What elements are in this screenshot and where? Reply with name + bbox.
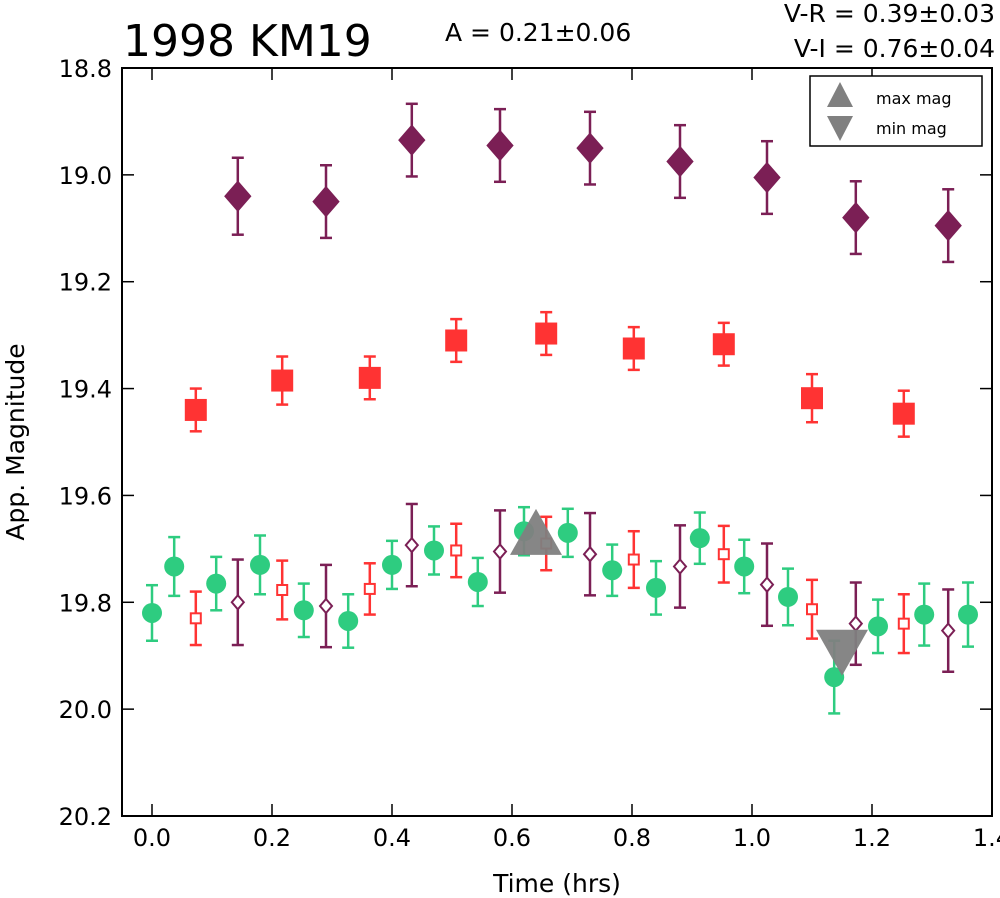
data-point: [627, 553, 640, 566]
data-point: [892, 402, 915, 425]
data-point: [404, 536, 420, 554]
data-point: [271, 369, 294, 392]
series-circle-filled: [142, 505, 978, 715]
data-point: [759, 576, 775, 594]
data-point: [184, 398, 207, 421]
data-point: [358, 366, 381, 389]
data-point: [230, 593, 246, 611]
data-point: [576, 132, 604, 164]
x-axis-label: Time (hrs): [492, 869, 621, 898]
data-point: [276, 583, 289, 596]
data-point: [602, 560, 623, 581]
data-point: [557, 522, 578, 543]
y-tick-label: 18.8: [59, 55, 112, 83]
series-square-filled: [184, 310, 915, 438]
y-tick-label: 20.2: [59, 803, 112, 831]
v-i-annotation: V-I = 0.76±0.04: [794, 34, 995, 63]
v-r-annotation: V-R = 0.39±0.03: [784, 0, 995, 28]
data-point: [398, 124, 426, 156]
y-axis-label: App. Magnitude: [1, 343, 30, 540]
data-point: [382, 554, 402, 575]
x-tick-label: 1.0: [733, 824, 771, 852]
data-point: [940, 622, 956, 640]
legend-label: min mag: [876, 119, 947, 138]
data-point: [712, 333, 735, 356]
x-tick-label: 0.6: [493, 824, 531, 852]
plot-area: [142, 102, 978, 715]
data-point: [363, 582, 376, 595]
data-point: [934, 209, 962, 242]
data-point: [224, 180, 252, 212]
y-tick-label: 19.8: [59, 589, 112, 617]
data-point: [312, 185, 340, 218]
max-mag-marker: [510, 508, 562, 555]
data-point: [293, 600, 314, 621]
data-point: [666, 145, 694, 178]
x-tick-label: 0.8: [613, 824, 651, 852]
plot-frame: [121, 67, 993, 817]
data-point: [806, 603, 818, 616]
data-point: [897, 617, 910, 630]
data-point: [467, 571, 488, 592]
data-point: [868, 616, 888, 637]
data-point: [646, 577, 666, 598]
data-point: [582, 545, 598, 563]
data-point: [424, 540, 444, 561]
series-diamond-filled: [224, 102, 962, 264]
data-point: [824, 667, 845, 688]
data-point: [486, 129, 514, 162]
data-point: [622, 337, 645, 360]
data-point: [848, 615, 864, 633]
y-tick-label: 19.4: [59, 376, 112, 404]
data-point: [842, 201, 870, 234]
data-point: [734, 556, 755, 577]
data-point: [338, 610, 359, 631]
data-point: [189, 612, 202, 625]
data-point: [778, 586, 798, 607]
series-diamond-open: [230, 502, 956, 673]
data-point: [318, 597, 334, 615]
chart-title: 1998 KM19: [123, 16, 372, 67]
data-point: [689, 528, 710, 549]
x-tick-label: 1.4: [973, 824, 1000, 852]
x-tick-label: 1.2: [853, 824, 891, 852]
axes: 0.0 0.2 0.4 0.6 0.8 1.0 1.2 1.4 18.8 19.0 19.2 19.4…: [59, 55, 1000, 852]
x-tick-label: 0.0: [133, 824, 171, 852]
data-point: [914, 604, 935, 625]
min-mag-marker: [816, 629, 868, 676]
data-point: [753, 161, 781, 194]
x-tick-label: 0.4: [373, 824, 411, 852]
legend-triangle-up-swatch: [827, 82, 853, 107]
data-point: [672, 557, 688, 576]
data-point: [801, 387, 823, 410]
legend-label: max mag: [876, 89, 952, 108]
data-point: [250, 554, 270, 575]
legend: max mag min mag: [809, 75, 983, 147]
data-point: [445, 329, 468, 352]
data-point: [164, 556, 185, 577]
data-point: [450, 544, 463, 557]
data-point: [717, 548, 730, 561]
data-point: [206, 573, 227, 594]
y-tick-label: 19.6: [59, 482, 112, 510]
y-tick-label: 20.0: [59, 696, 112, 724]
y-tick-label: 19.0: [59, 162, 112, 190]
data-point: [535, 322, 558, 345]
data-point: [492, 542, 508, 561]
x-tick-label: 0.2: [253, 824, 291, 852]
amplitude-annotation: A = 0.21±0.06: [445, 18, 631, 47]
y-tick-label: 19.2: [59, 269, 112, 297]
data-point: [142, 602, 162, 623]
data-point: [958, 604, 978, 625]
legend-triangle-down-swatch: [827, 116, 853, 141]
